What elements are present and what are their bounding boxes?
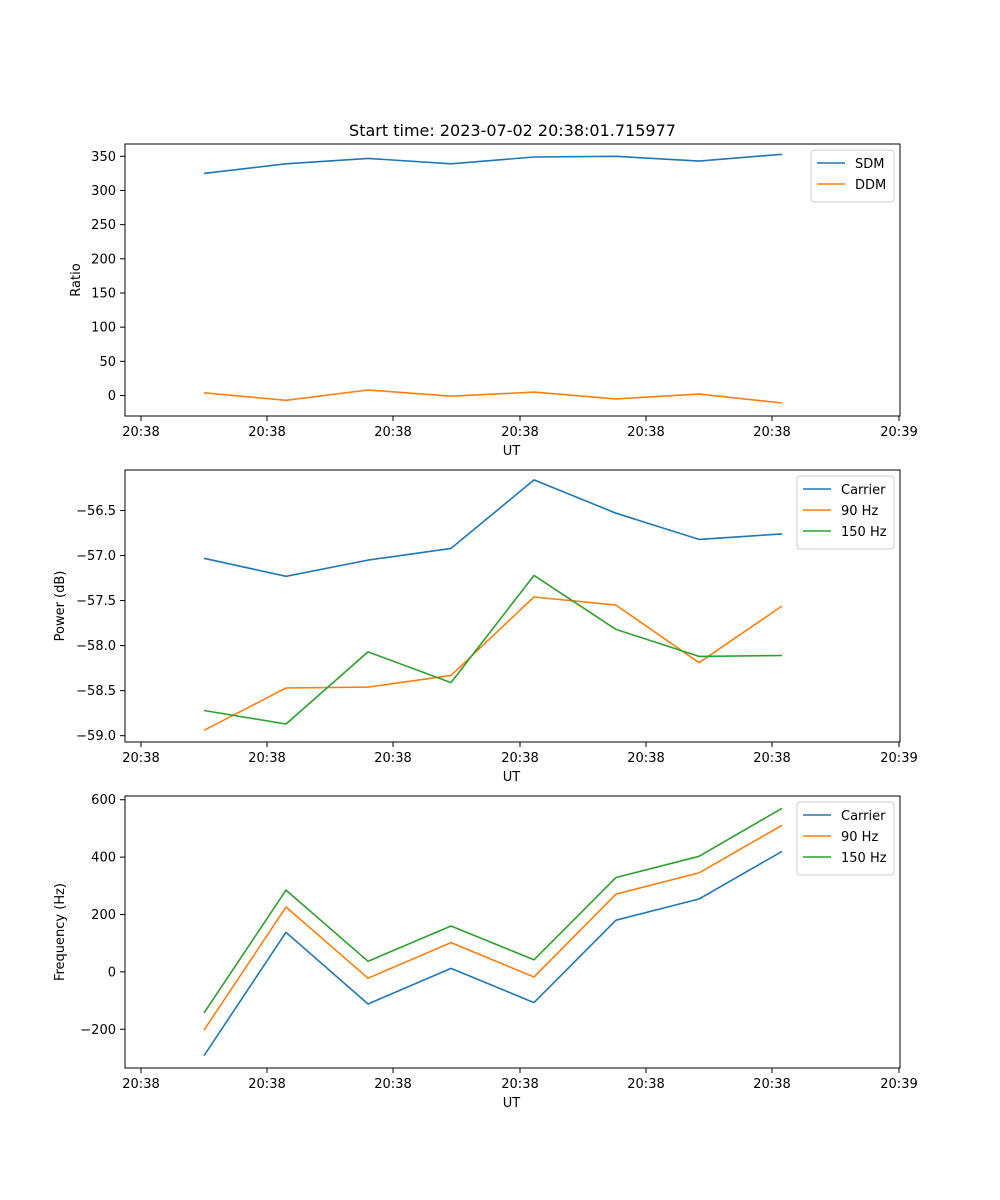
- legend-label: 150 Hz: [841, 525, 887, 540]
- series-line-carrier: [203, 479, 783, 578]
- x-tick-label: 20:38: [627, 751, 664, 766]
- axes-frame: [124, 795, 901, 1069]
- y-axis-label: Frequency (Hz): [53, 883, 68, 981]
- legend-label: Carrier: [841, 809, 886, 824]
- series-line-150-hz: [203, 807, 783, 1014]
- x-tick-label: 20:38: [753, 751, 790, 766]
- y-tick-label: 0: [108, 389, 116, 404]
- series-line-sdm: [203, 153, 783, 175]
- legend-label: Carrier: [841, 483, 886, 498]
- legend-label: 150 Hz: [841, 851, 887, 866]
- y-tick-label: 200: [91, 908, 116, 923]
- x-tick-label: 20:38: [753, 1077, 790, 1092]
- x-tick-label: 20:39: [880, 425, 917, 440]
- legend: Carrier 90 Hz 150 Hz: [796, 801, 895, 876]
- y-tick-label: 100: [91, 321, 116, 336]
- x-tick-label: 20:38: [374, 1077, 411, 1092]
- legend: SDM DDM: [810, 149, 895, 203]
- x-tick-label: 20:38: [248, 751, 285, 766]
- x-tick-label: 20:38: [753, 751, 790, 766]
- y-tick-label: 400: [91, 851, 116, 866]
- x-axis-label: UT: [503, 770, 521, 785]
- x-tick-label: 20:39: [880, 751, 917, 766]
- x-tick-label: 20:38: [122, 425, 159, 440]
- x-axis-label: UT: [503, 1096, 521, 1111]
- legend-label: DDM: [855, 178, 886, 193]
- y-tick-label: 300: [91, 184, 116, 199]
- y-tick-label: 250: [91, 218, 116, 233]
- x-tick-label: 20:38: [753, 425, 790, 440]
- y-axis-label: Ratio: [69, 263, 84, 296]
- panel-3: 20:38 20:38 20:38 20:38 20:38 20:38 20:3920:38…: [53, 793, 918, 1111]
- y-tick-label: 0: [108, 965, 116, 980]
- legend: Carrier 90 Hz 150 Hz: [796, 475, 895, 550]
- panel-1: 20:38 20:38 20:38 20:38 20:38 20:38 20:3920:38…: [69, 121, 918, 459]
- y-tick-label: −200: [80, 1023, 116, 1038]
- x-tick-label: 20:38: [753, 1077, 790, 1092]
- series-line-90-hz: [203, 596, 783, 732]
- chart-title: Start time: 2023-07-02 20:38:01.715977: [349, 121, 676, 140]
- panel-2: 20:38 20:38 20:38 20:38 20:38 20:38 20:3920:38…: [53, 469, 918, 785]
- x-tick-label: 20:38: [627, 1077, 664, 1092]
- series-line-90-hz: [203, 824, 783, 1031]
- y-tick-label: 200: [91, 252, 116, 267]
- y-tick-label: −58.5: [76, 684, 116, 699]
- x-tick-label: 20:38: [501, 1077, 538, 1092]
- x-tick-label: 20:38: [374, 751, 411, 766]
- legend-label: SDM: [855, 157, 884, 172]
- x-tick-label: 20:38: [122, 751, 159, 766]
- y-tick-label: 150: [91, 286, 116, 301]
- x-tick-label: 20:39: [880, 1077, 917, 1092]
- y-tick-label: 600: [91, 793, 116, 808]
- series-line-carrier: [203, 850, 783, 1057]
- legend-label: 90 Hz: [841, 504, 878, 519]
- x-tick-label: 20:38: [374, 425, 411, 440]
- x-tick-label: 20:38: [501, 751, 538, 766]
- y-tick-label: −59.0: [76, 729, 116, 744]
- x-tick-label: 20:38: [248, 1077, 285, 1092]
- axes-frame: [124, 143, 901, 417]
- series-line-ddm: [203, 389, 783, 404]
- legend-label: 90 Hz: [841, 830, 878, 845]
- y-tick-label: −57.0: [76, 549, 116, 564]
- y-tick-label: −58.0: [76, 639, 116, 654]
- axes-frame: [124, 469, 901, 743]
- y-tick-label: 350: [91, 150, 116, 165]
- x-tick-label: 20:38: [501, 425, 538, 440]
- x-axis-label: UT: [503, 444, 521, 459]
- x-tick-label: 20:38: [248, 425, 285, 440]
- y-tick-label: −56.5: [76, 504, 116, 519]
- x-tick-label: 20:38: [753, 425, 790, 440]
- y-axis-label: Power (dB): [53, 571, 68, 642]
- y-tick-label: 50: [99, 355, 116, 370]
- y-tick-label: −57.5: [76, 594, 116, 609]
- x-tick-label: 20:38: [122, 1077, 159, 1092]
- x-tick-label: 20:38: [627, 425, 664, 440]
- series-line-150-hz: [203, 574, 783, 725]
